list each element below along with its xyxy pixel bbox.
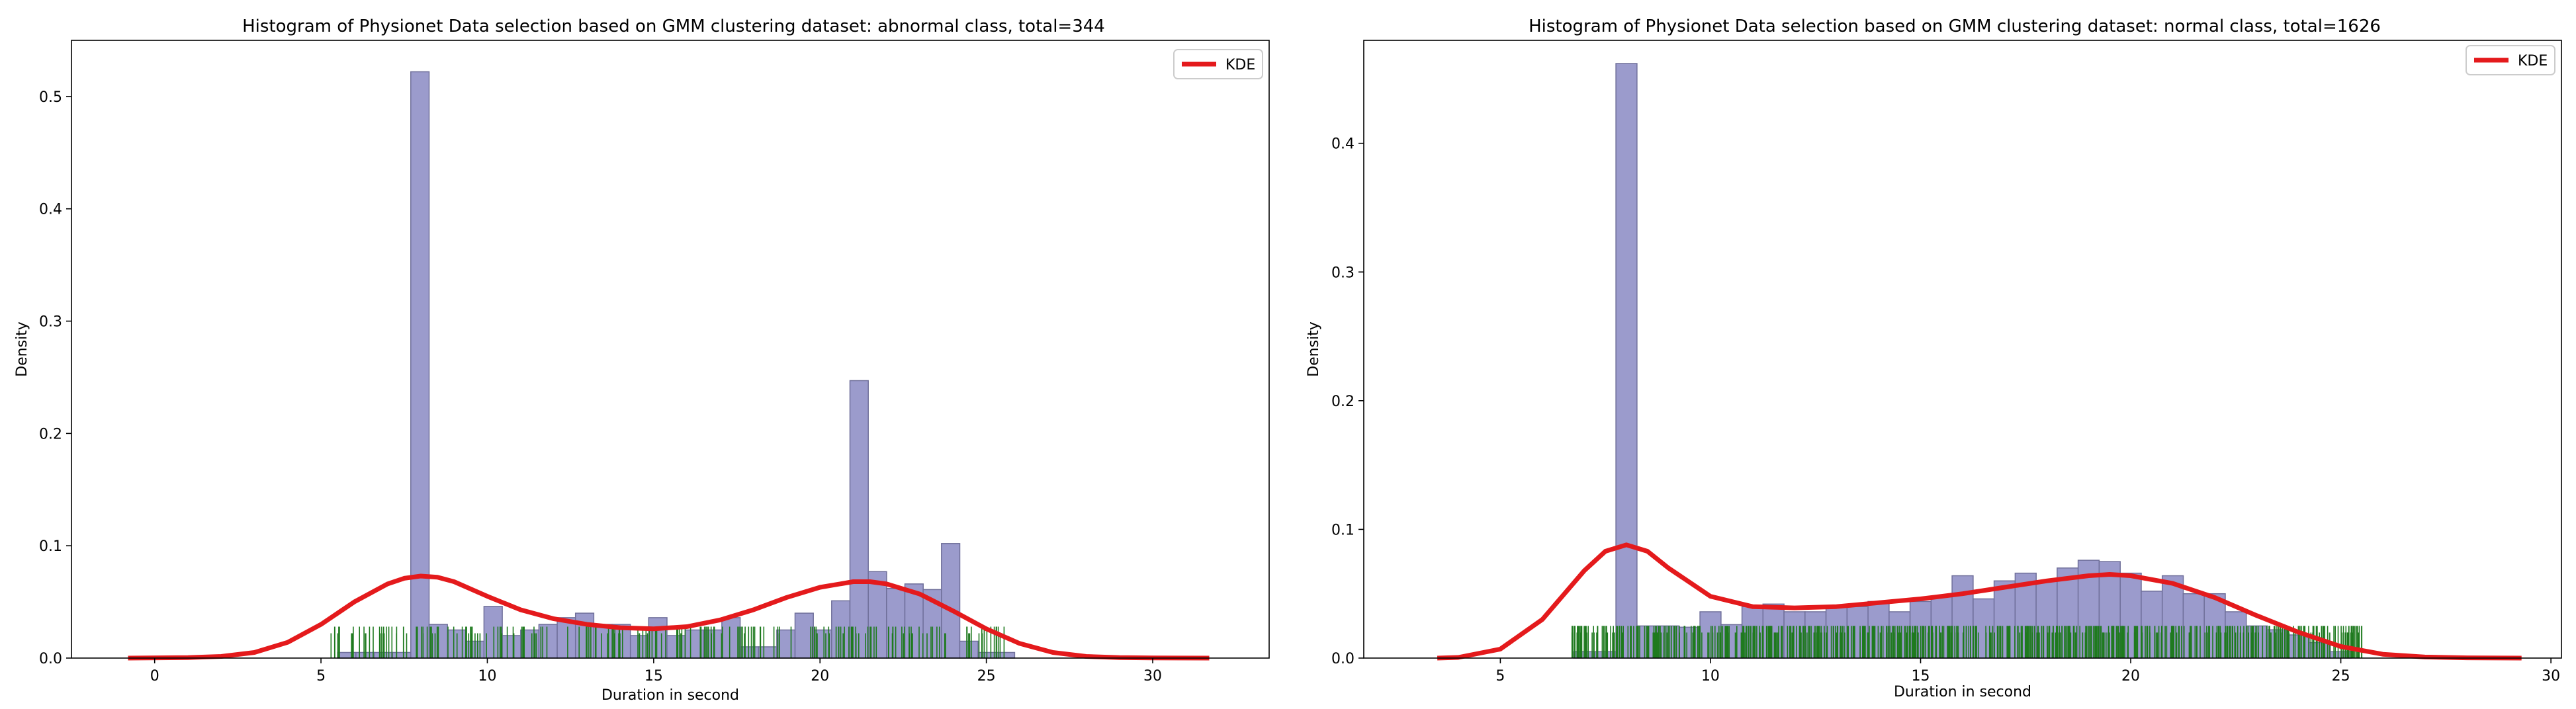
chart-abnormal: Histogram of Physionet Data selection ba…	[14, 17, 1270, 704]
kde-curve	[128, 573, 1210, 661]
histogram-bar	[1678, 626, 1701, 659]
histogram-bar	[849, 380, 869, 659]
legend: KDE	[2465, 45, 2555, 75]
histogram-bar	[392, 651, 412, 659]
histogram-bar	[538, 624, 558, 659]
kde-curve	[1437, 542, 2522, 661]
plot-frame	[1363, 40, 2562, 659]
y-tick-label: 0.2	[1331, 394, 1355, 410]
x-tick-label: 30	[2542, 668, 2560, 685]
chart-title: Histogram of Physionet Data selection ba…	[242, 17, 1105, 36]
y-tick-label: 0.3	[39, 314, 62, 331]
y-axis-label: Density	[14, 321, 30, 377]
histogram-bar	[941, 543, 961, 659]
y-tick-label: 0.4	[39, 202, 62, 218]
x-tick-label: 10	[1701, 668, 1720, 685]
y-tick-label: 0.2	[39, 426, 62, 442]
chart-title: Histogram of Physionet Data selection ba…	[1529, 17, 2381, 36]
y-tick-label: 0.3	[1331, 265, 1355, 281]
y-tick-label: 0.0	[1331, 651, 1355, 667]
histogram-bar	[556, 617, 576, 659]
x-tick-label: 20	[811, 668, 829, 685]
histogram-bar	[666, 635, 686, 659]
y-axis-label: Density	[1306, 321, 1322, 377]
x-axis-label: Duration in second	[601, 687, 739, 704]
plot-frame	[71, 40, 1270, 659]
y-tick-label: 0.4	[1331, 136, 1355, 153]
x-tick-label: 5	[316, 668, 326, 685]
x-axis-label: Duration in second	[1894, 684, 2031, 700]
x-tick-label: 25	[2332, 668, 2350, 685]
y-tick-label: 0.0	[39, 651, 62, 667]
histogram-bar	[502, 635, 521, 659]
x-tick-label: 15	[644, 668, 663, 685]
histogram-bar	[1720, 624, 1743, 659]
x-tick-label: 25	[977, 668, 996, 685]
x-tick-label: 30	[1143, 668, 1162, 685]
y-tick-label: 0.5	[39, 89, 62, 106]
y-tick-label: 0.1	[39, 538, 62, 555]
legend-kde-label: KDE	[2518, 53, 2548, 69]
x-tick-label: 15	[1911, 668, 1930, 685]
chart-normal: Histogram of Physionet Data selection ba…	[1306, 17, 2562, 700]
y-tick-label: 0.1	[1331, 522, 1355, 538]
x-tick-label: 0	[150, 668, 159, 685]
histogram-bar	[593, 624, 613, 659]
histogram-bar	[995, 651, 1016, 659]
legend-kde-label: KDE	[1225, 57, 1255, 73]
x-tick-label: 20	[2121, 668, 2140, 685]
histogram-bar	[483, 606, 503, 659]
x-tick-label: 10	[478, 668, 496, 685]
histogram-bar	[410, 71, 430, 659]
x-tick-label: 5	[1495, 668, 1505, 685]
legend: KDE	[1173, 49, 1263, 79]
histogram-bar	[2182, 593, 2205, 659]
histogram-bar	[648, 617, 668, 659]
histogram-bar	[1615, 63, 1638, 659]
histogram-bar	[739, 646, 760, 659]
